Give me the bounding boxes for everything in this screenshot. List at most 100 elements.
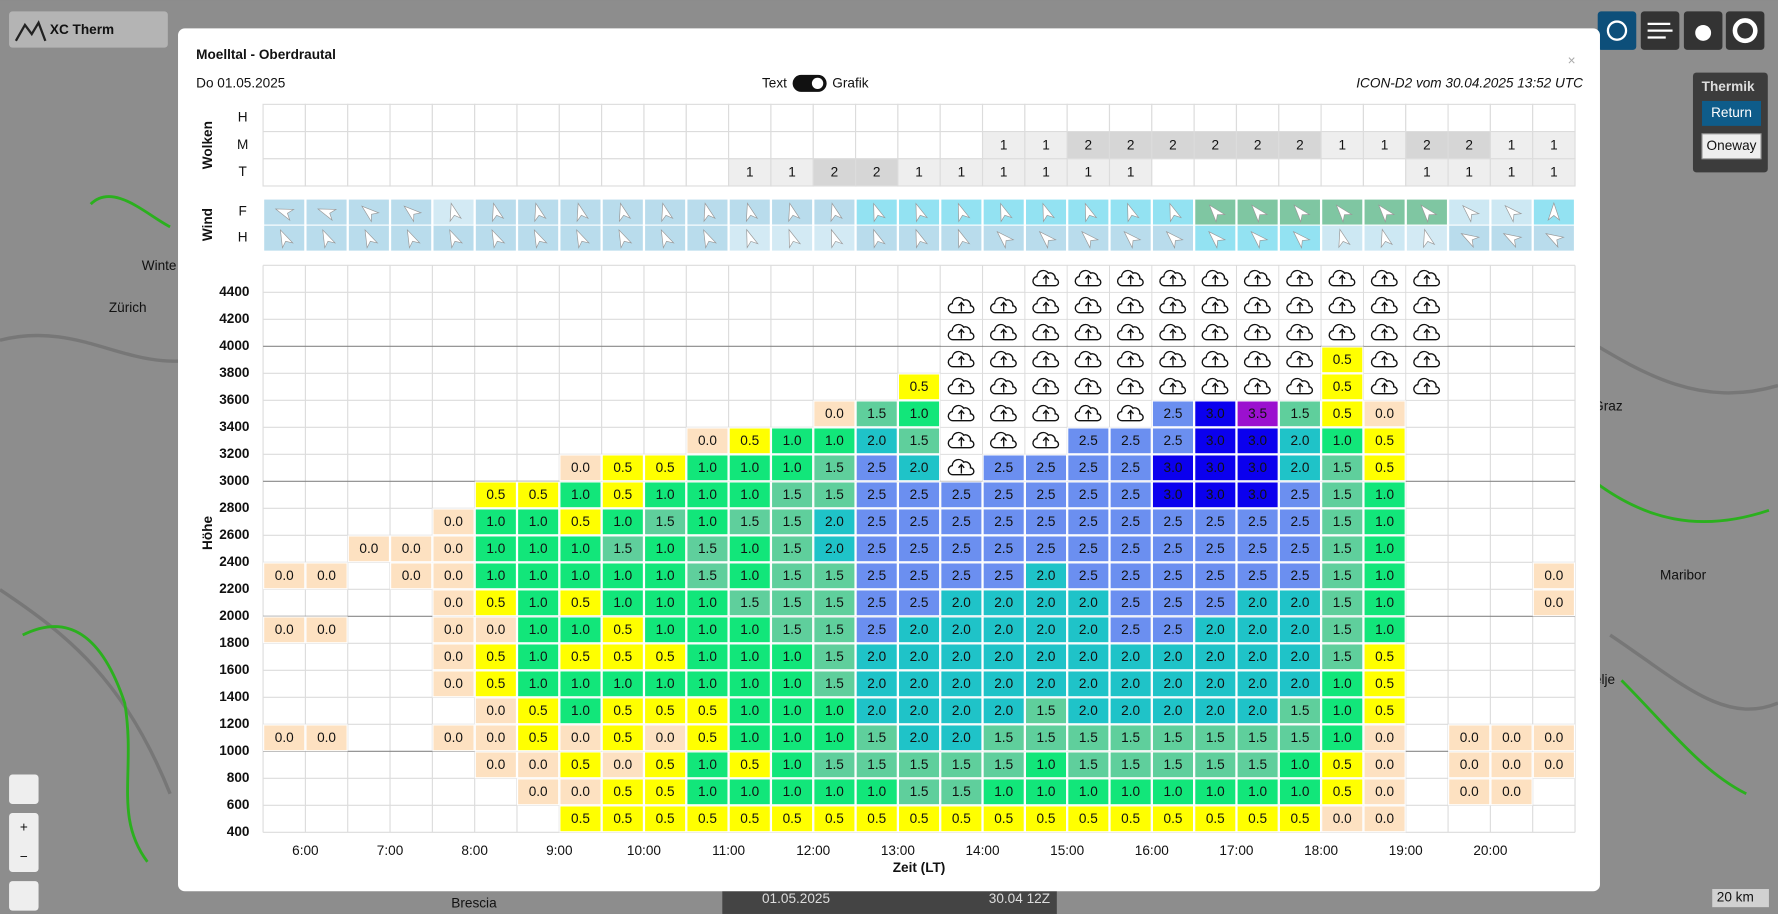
thermal-value: 0.0 xyxy=(402,568,421,583)
cloud-value: 1 xyxy=(1508,137,1516,152)
zoom-out[interactable]: − xyxy=(20,849,28,864)
row-label: M xyxy=(237,137,248,152)
thermal-cell xyxy=(1236,616,1279,644)
thermal-cell xyxy=(1278,643,1322,671)
thermal-cell xyxy=(474,481,517,509)
thermal-value: 2.0 xyxy=(1248,595,1267,610)
thermal-cell xyxy=(1194,778,1237,806)
cloud-cell xyxy=(812,130,857,160)
cloud-cell xyxy=(389,103,433,133)
thermal-cell xyxy=(559,562,602,590)
thermal-value: 0.5 xyxy=(1333,352,1352,367)
thermal-cell xyxy=(263,562,306,590)
wind-arrow xyxy=(1378,204,1396,223)
thermal-value: 2.5 xyxy=(1164,541,1183,556)
wind-arrow xyxy=(533,228,548,249)
thermal-value: 1.0 xyxy=(698,757,717,772)
cloud-value: 1 xyxy=(1550,137,1558,152)
thermal-cell xyxy=(1236,454,1279,482)
oneway-button[interactable] xyxy=(1701,133,1762,160)
wind-arrow xyxy=(660,228,675,249)
cloud-cell xyxy=(431,130,476,160)
fullscreen-button[interactable] xyxy=(9,774,39,804)
row-label: F xyxy=(239,204,247,219)
thermal-value: 1.0 xyxy=(1375,622,1394,637)
thermal-cell xyxy=(1321,373,1364,401)
thermal-cell xyxy=(601,481,644,509)
thermal-value: 0.5 xyxy=(867,811,886,826)
zoom-in[interactable]: + xyxy=(20,819,28,834)
thermal-value: 0.0 xyxy=(1544,730,1563,745)
thermal-cell xyxy=(643,589,687,617)
thermal-cell xyxy=(601,535,644,563)
settings-button[interactable] xyxy=(1725,11,1765,50)
thermal-cell xyxy=(1278,562,1322,590)
cloud-arrow xyxy=(1169,328,1177,339)
thermal-cell xyxy=(940,508,983,536)
thermal-value: 2.5 xyxy=(867,541,886,556)
thermal-value: 0.5 xyxy=(529,487,548,502)
wind-arrow xyxy=(1127,202,1140,223)
thermal-cell xyxy=(1321,670,1364,698)
time-label: 16:00 xyxy=(1135,843,1169,858)
thermal-value: 2.0 xyxy=(910,676,929,691)
thermal-cell xyxy=(432,616,475,644)
thermal-value: 0.5 xyxy=(613,811,632,826)
thermal-cell xyxy=(1278,616,1322,644)
wind-arrow xyxy=(1250,230,1269,249)
thermal-value: 1.0 xyxy=(783,703,802,718)
toggle-left: Text xyxy=(762,76,787,91)
cloud-cell xyxy=(304,130,349,160)
thermal-value: 0.5 xyxy=(656,460,675,475)
thermal-cell xyxy=(474,508,517,536)
thermal-cell xyxy=(770,427,814,455)
thermal-cell xyxy=(474,697,517,725)
close-button[interactable]: × xyxy=(1568,53,1576,68)
thermal-value: 0.5 xyxy=(613,622,632,637)
x-axis-label: Zeit (LT) xyxy=(893,860,946,875)
thermal-value: 1.5 xyxy=(825,568,844,583)
thermal-value: 1.0 xyxy=(740,730,759,745)
thermal-cell xyxy=(1109,778,1152,806)
cloud-cell xyxy=(431,158,476,187)
wind-arrow xyxy=(449,228,464,249)
thermal-value: 1.5 xyxy=(783,487,802,502)
cloud-cell xyxy=(728,130,772,160)
thermal-cell xyxy=(1151,535,1195,563)
thermik-button[interactable] xyxy=(1597,11,1637,50)
cloud-icon xyxy=(1194,292,1236,319)
thermal-value: 2.0 xyxy=(1290,595,1309,610)
thermal-value: 2.0 xyxy=(867,433,886,448)
thermal-value: 1.5 xyxy=(698,541,717,556)
thermal-value: 2.5 xyxy=(1164,514,1183,529)
thermal-cell xyxy=(855,589,898,617)
cloud-icon xyxy=(1363,265,1406,292)
cloud-icon xyxy=(1152,346,1194,373)
thermal-value: 2.0 xyxy=(1248,622,1267,637)
thermal-cell xyxy=(516,508,560,536)
thermal-cell xyxy=(686,805,729,833)
thermal-cell xyxy=(813,751,856,779)
thermal-cell xyxy=(1363,778,1406,806)
thermal-cell xyxy=(1067,454,1110,482)
return-button[interactable] xyxy=(1702,100,1761,126)
logo[interactable]: XC Therm xyxy=(9,11,168,48)
locate-button[interactable] xyxy=(9,881,39,911)
thermal-cell xyxy=(855,454,898,482)
wind-arrow xyxy=(830,228,844,249)
cloud-icon xyxy=(1406,292,1448,319)
thermal-value: 2.5 xyxy=(952,514,971,529)
cloud-icon xyxy=(1025,427,1067,454)
thermal-value: 0.5 xyxy=(613,460,632,475)
thermal-value: 2.5 xyxy=(1206,514,1225,529)
thermal-cell xyxy=(516,670,560,698)
thermal-cell xyxy=(1151,562,1195,590)
cloud-arrow xyxy=(1211,301,1219,312)
thermal-value: 0.0 xyxy=(486,622,505,637)
thermal-value: 1.5 xyxy=(698,568,717,583)
thermal-cell xyxy=(1194,589,1237,617)
toolbar: Thermik Return Oneway + − 01.05.2025 30.… xyxy=(9,11,1769,914)
cloud-arrow xyxy=(1381,301,1388,312)
thermal-cell xyxy=(601,589,644,617)
thermal-cell xyxy=(601,562,644,590)
